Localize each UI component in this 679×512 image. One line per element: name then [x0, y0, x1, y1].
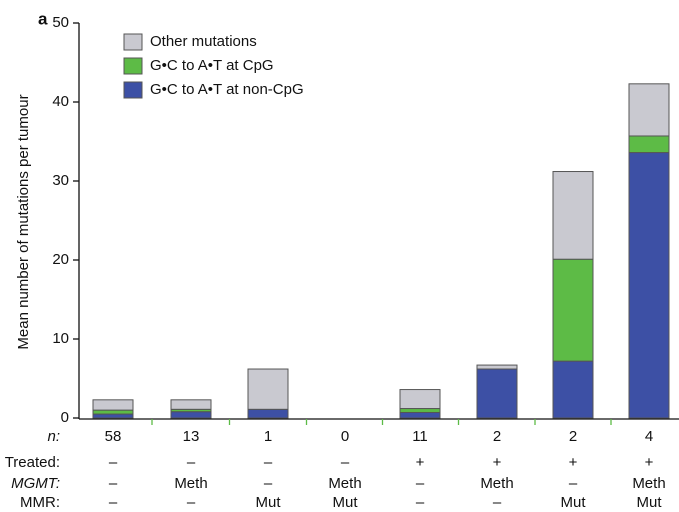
table-cell: –	[264, 454, 273, 471]
table-cell: Meth	[480, 475, 513, 492]
y-tick-label: 20	[52, 251, 69, 268]
legend-swatch	[123, 81, 143, 99]
bar-segment	[170, 411, 212, 419]
table-cell: –	[109, 454, 118, 471]
table-cell: –	[264, 475, 273, 492]
row-label: n:	[47, 428, 60, 445]
bar-segment	[628, 83, 670, 137]
table-cell: –	[341, 454, 350, 471]
bar-segment	[399, 408, 441, 413]
bar-segment	[399, 411, 441, 419]
table-cell: +	[416, 454, 425, 471]
legend-swatch	[123, 33, 143, 51]
y-tick-label: 10	[52, 330, 69, 347]
table-cell: +	[493, 454, 502, 471]
y-axis-label: Mean number of mutations per tumour	[15, 94, 32, 349]
bar-segment	[552, 171, 594, 260]
table-cell: –	[109, 475, 118, 492]
table-cell: +	[569, 454, 578, 471]
table-cell: Meth	[174, 475, 207, 492]
bar-segment	[552, 360, 594, 419]
legend-label: G•C to A•T at non-CpG	[150, 81, 304, 98]
table-cell: +	[645, 454, 654, 471]
y-tick-label: 40	[52, 93, 69, 110]
bar-segment	[476, 368, 518, 419]
table-cell: Mut	[255, 494, 281, 511]
table-cell: –	[187, 494, 196, 511]
bar-segment	[92, 413, 134, 419]
row-label: MGMT:	[11, 475, 60, 492]
table-cell: –	[109, 494, 118, 511]
table-cell: 4	[645, 428, 653, 445]
table-cell: 0	[341, 428, 349, 445]
table-cell: 2	[493, 428, 501, 445]
table-cell: –	[187, 454, 196, 471]
table-cell: 2	[569, 428, 577, 445]
bar-segment	[476, 364, 518, 370]
table-cell: 13	[183, 428, 200, 445]
table-cell: Mut	[636, 494, 662, 511]
bar-segment	[92, 409, 134, 415]
bar-segment	[552, 258, 594, 362]
table-cell: Mut	[560, 494, 586, 511]
table-cell: –	[569, 475, 578, 492]
bar-segment	[399, 389, 441, 410]
table-cell: 11	[412, 428, 428, 445]
bar-segment	[92, 399, 134, 411]
table-cell: –	[416, 494, 425, 511]
bar-segment	[628, 135, 670, 154]
y-tick-label: 0	[61, 409, 69, 426]
table-cell: 1	[264, 428, 272, 445]
bar-segment	[628, 152, 670, 419]
bar-segment	[247, 368, 289, 410]
table-cell: Meth	[328, 475, 361, 492]
row-label: Treated:	[5, 454, 60, 471]
panel-label: a	[38, 9, 48, 28]
bar-segment	[170, 399, 212, 410]
bar-segment	[247, 408, 289, 419]
table-cell: Mut	[332, 494, 358, 511]
y-tick-label: 50	[52, 14, 69, 31]
legend-label: Other mutations	[150, 33, 257, 50]
table-cell: 58	[105, 428, 122, 445]
legend-swatch	[123, 57, 143, 75]
table-cell: –	[493, 494, 502, 511]
table-cell: Meth	[632, 475, 665, 492]
y-tick-label: 30	[52, 172, 69, 189]
legend-label: G•C to A•T at CpG	[150, 57, 274, 74]
table-cell: –	[416, 475, 425, 492]
row-label: MMR:	[20, 494, 60, 511]
